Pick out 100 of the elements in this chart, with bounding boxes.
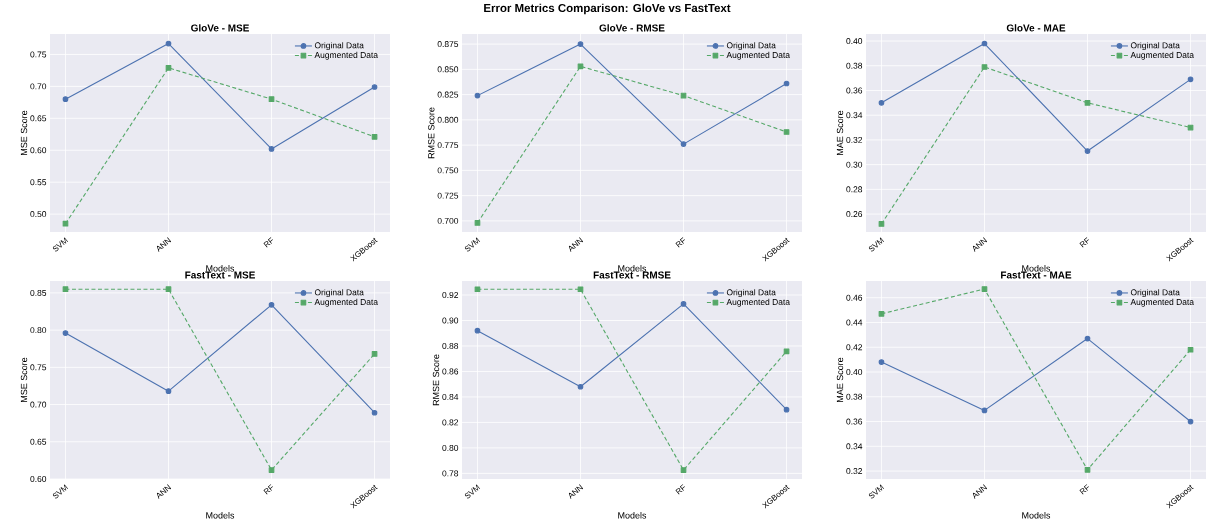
point: [62, 286, 69, 293]
legend-label: Original Data: [1130, 289, 1180, 298]
point: [680, 92, 687, 99]
point: [981, 286, 988, 292]
legend-label: Original Data: [1130, 42, 1180, 51]
y-tick-label: 0.26: [846, 211, 863, 218]
point: [371, 134, 378, 140]
chart-title: GloVe - MAE: [1006, 24, 1066, 32]
point: [577, 383, 584, 390]
point: [165, 40, 172, 47]
y-axis-title: MAE Score: [836, 357, 844, 402]
x-axis-title: Models: [1022, 512, 1051, 519]
point: [474, 92, 481, 99]
y-tick-label: 0.85: [30, 289, 47, 296]
point: [878, 100, 885, 106]
point: [783, 348, 790, 355]
point: [1084, 100, 1091, 106]
legend-label: Augmented Data: [314, 298, 379, 307]
y-tick-label: 0.34: [846, 443, 863, 450]
legend-label: Augmented Data: [314, 51, 379, 60]
legend-label: Original Data: [314, 42, 364, 51]
point: [981, 407, 988, 414]
point: [981, 64, 988, 70]
y-tick-label: 0.70: [30, 401, 47, 408]
legend-label: Augmented Data: [1130, 51, 1194, 60]
point: [371, 351, 378, 357]
x-axis-title: Models: [206, 265, 235, 272]
y-tick-label: 0.80: [442, 444, 459, 451]
legend-label: Augmented Data: [726, 298, 790, 307]
x-axis-title: Models: [206, 512, 235, 519]
point: [165, 388, 172, 395]
y-tick-label: 0.88: [442, 343, 459, 350]
y-tick-label: 0.75: [30, 364, 47, 371]
point: [165, 286, 172, 293]
y-tick-label: 0.92: [442, 292, 459, 299]
point: [1187, 418, 1194, 425]
chart-title: FastText - MAE: [1001, 271, 1072, 279]
point: [474, 286, 481, 293]
point: [268, 467, 275, 473]
point: [878, 311, 885, 317]
point: [981, 40, 988, 47]
y-tick-label: 0.725: [437, 192, 459, 199]
chart-title: FastText - MSE: [185, 271, 255, 279]
y-tick-label: 0.32: [846, 468, 863, 475]
y-tick-label: 0.55: [30, 179, 47, 186]
y-tick-label: 0.60: [30, 147, 47, 154]
legend-label: Augmented Data: [1130, 298, 1194, 307]
y-tick-label: 0.65: [30, 438, 47, 445]
point: [878, 359, 885, 365]
text: Error Metrics Comparison: GloVe vs FastText: [484, 3, 731, 15]
point: [165, 65, 172, 71]
y-tick-label: 0.78: [442, 470, 459, 477]
legend-label: Original Data: [726, 42, 776, 51]
x-axis-title: Models: [618, 512, 647, 519]
point: [577, 63, 584, 70]
y-axis-title: MSE Score: [20, 110, 28, 155]
y-tick-label: 0.825: [437, 91, 459, 98]
point: [1187, 76, 1194, 83]
point: [680, 141, 687, 148]
y-axis-title: MAE Score: [836, 110, 844, 155]
point: [680, 301, 687, 307]
point: [878, 221, 885, 227]
y-tick-label: 0.775: [437, 142, 459, 149]
point: [783, 129, 790, 135]
y-tick-label: 0.34: [846, 112, 863, 119]
point: [1084, 467, 1091, 473]
point: [577, 41, 584, 47]
point: [268, 146, 275, 152]
y-tick-label: 0.46: [846, 294, 863, 301]
y-tick-label: 0.38: [846, 393, 863, 400]
y-tick-label: 0.800: [437, 116, 459, 123]
y-tick-label: 0.50: [30, 211, 47, 218]
point: [268, 96, 275, 103]
point: [474, 327, 481, 334]
y-tick-label: 0.850: [437, 66, 459, 73]
legend-label: Original Data: [314, 289, 364, 298]
chart-title: FastText - RMSE: [593, 271, 671, 279]
point: [1084, 335, 1091, 342]
y-tick-label: 0.82: [442, 419, 459, 426]
y-tick-label: 0.44: [846, 319, 863, 326]
point: [577, 286, 584, 293]
y-tick-label: 0.36: [846, 418, 863, 425]
y-tick-label: 0.60: [30, 476, 47, 483]
y-axis-title: RMSE Score: [432, 354, 440, 406]
y-tick-label: 0.65: [30, 115, 47, 122]
y-tick-label: 0.75: [30, 51, 47, 58]
point: [474, 220, 481, 226]
chart-title: GloVe - MSE: [191, 24, 249, 32]
y-tick-label: 0.90: [442, 317, 459, 324]
y-tick-label: 0.42: [846, 344, 863, 351]
point: [1084, 148, 1091, 154]
y-tick-label: 0.30: [846, 161, 863, 168]
point: [62, 96, 69, 103]
y-tick-label: 0.38: [846, 62, 863, 69]
point: [62, 220, 69, 227]
x-axis-title: Models: [618, 265, 647, 272]
point: [371, 409, 378, 416]
legend-label: Augmented Data: [726, 51, 790, 60]
point: [680, 467, 687, 473]
y-tick-label: 0.36: [846, 87, 863, 94]
